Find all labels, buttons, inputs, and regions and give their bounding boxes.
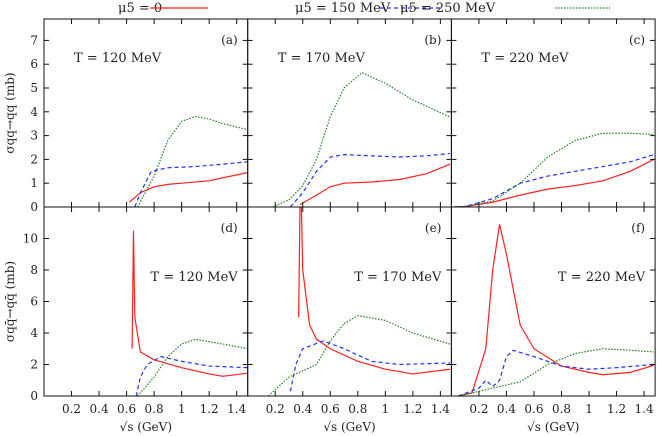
x-tick-label: 1 bbox=[585, 402, 593, 416]
series-line bbox=[454, 158, 654, 207]
x-tick-label: 1.2 bbox=[607, 402, 626, 416]
y-tick-label: 7 bbox=[30, 33, 38, 47]
panel-b: (b) T = 170 MeV bbox=[247, 18, 452, 208]
temperature-annotation: T = 170 MeV bbox=[278, 51, 366, 66]
panel-frame bbox=[247, 206, 452, 397]
y-tick-label: 6 bbox=[30, 295, 38, 309]
panel-frame bbox=[450, 18, 656, 208]
series-line bbox=[134, 161, 248, 207]
temperature-annotation: T = 220 MeV bbox=[481, 51, 569, 66]
panel-frame bbox=[450, 206, 656, 397]
series-line bbox=[458, 349, 654, 396]
y-axis-label: σqq→qq (mb) bbox=[3, 72, 17, 153]
temperature-annotation: T = 120 MeV bbox=[74, 51, 162, 66]
series-line bbox=[137, 338, 248, 396]
x-tick-label: 1.4 bbox=[635, 402, 654, 416]
x-tick-label: 1.2 bbox=[403, 402, 422, 416]
x-tick-label: 1.4 bbox=[431, 402, 450, 416]
x-axis-label: √s (GeV) bbox=[120, 420, 172, 434]
panel-label: (d) bbox=[221, 221, 238, 235]
panel-frame bbox=[247, 18, 452, 208]
panel-d: 0.2 0.4 0.6 0.8 1 1.2 1.4 0 2 4 6 8 10 (d) T = 120 MeV… bbox=[3, 206, 249, 434]
series-line bbox=[298, 207, 451, 375]
x-tick-label: 0.8 bbox=[552, 402, 571, 416]
series-line bbox=[135, 355, 248, 396]
series-line bbox=[299, 163, 451, 206]
y-tick-label: 8 bbox=[30, 263, 38, 277]
series-line bbox=[289, 152, 451, 207]
x-tick-label: 0.2 bbox=[266, 402, 285, 416]
panel-label: (b) bbox=[424, 33, 441, 47]
series-line bbox=[137, 115, 248, 207]
legend-label: μ5 = 0 bbox=[118, 1, 162, 16]
panel-f: 0.2 0.4 0.6 0.8 1 1.2 1.4 (f) T = 220 MeV √s (GeV… bbox=[450, 206, 656, 434]
y-tick-label: 10 bbox=[23, 232, 38, 246]
x-tick-label: 0.8 bbox=[348, 402, 367, 416]
y-tick-label: 6 bbox=[30, 57, 38, 71]
series-line bbox=[289, 340, 451, 392]
legend-label: μ5 = 250 MeV bbox=[400, 1, 496, 16]
x-axis-label: √s (GeV) bbox=[323, 420, 375, 434]
y-tick-label: 4 bbox=[30, 105, 38, 119]
y-tick-label: 2 bbox=[30, 358, 38, 372]
y-axis-label: σqq̄→qq̄ (mb) bbox=[3, 261, 17, 342]
temperature-annotation: T = 170 MeV bbox=[354, 270, 442, 285]
series-line bbox=[458, 348, 654, 396]
x-tick-label: 1.2 bbox=[200, 402, 219, 416]
y-tick-label: 5 bbox=[30, 81, 38, 95]
x-tick-label: 0.4 bbox=[90, 402, 109, 416]
y-tick-label: 4 bbox=[30, 326, 38, 340]
series-line bbox=[128, 171, 248, 203]
series-line bbox=[454, 154, 654, 207]
legend-label: μ5 = 150 MeV bbox=[295, 1, 391, 16]
series-line bbox=[454, 132, 654, 207]
panel-c: (c) T = 220 MeV bbox=[450, 18, 656, 208]
y-tick-label: 0 bbox=[30, 389, 38, 403]
series-line bbox=[267, 315, 451, 396]
x-axis-label: √s (GeV) bbox=[527, 420, 579, 434]
temperature-annotation: T = 120 MeV bbox=[151, 270, 239, 285]
panel-a: 0 1 2 3 4 5 6 7 (a) T = 120 MeV σqq→qq (mb) bbox=[3, 18, 249, 214]
series-line bbox=[458, 224, 654, 396]
x-tick-label: 0.6 bbox=[524, 402, 543, 416]
y-tick-label: 3 bbox=[30, 129, 38, 143]
series-line bbox=[272, 71, 451, 207]
temperature-annotation: T = 220 MeV bbox=[558, 270, 646, 285]
x-tick-label: 0.6 bbox=[117, 402, 136, 416]
x-tick-label: 1 bbox=[382, 402, 390, 416]
panel-label: (e) bbox=[425, 221, 441, 235]
x-tick-label: 0.4 bbox=[497, 402, 516, 416]
x-tick-label: 0.8 bbox=[145, 402, 164, 416]
y-tick-label: 2 bbox=[30, 152, 38, 166]
series-line bbox=[131, 230, 248, 377]
panel-label: (a) bbox=[221, 33, 238, 47]
panel-e: 0.2 0.4 0.6 0.8 1 1.2 1.4 (e) T = 170 MeV √s (GeV… bbox=[247, 206, 452, 434]
x-tick-label: 0.6 bbox=[321, 402, 340, 416]
y-tick-label: 0 bbox=[30, 200, 38, 214]
panel-label: (c) bbox=[629, 33, 645, 47]
y-tick-label: 1 bbox=[30, 176, 38, 190]
x-tick-label: 1 bbox=[178, 402, 186, 416]
x-tick-label: 0.2 bbox=[62, 402, 81, 416]
x-tick-label: 1.4 bbox=[227, 402, 246, 416]
x-tick-label: 0.4 bbox=[293, 402, 312, 416]
panel-label: (f) bbox=[631, 221, 645, 235]
x-tick-label: 0.2 bbox=[469, 402, 488, 416]
